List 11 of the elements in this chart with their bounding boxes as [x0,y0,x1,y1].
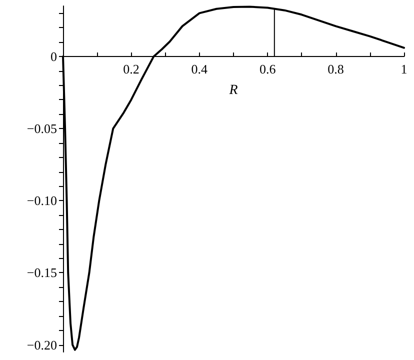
x-tick-label: 1 [400,61,408,76]
x-tick-label: 0.8 [328,61,344,76]
x-tick-label: 0.4 [191,61,208,76]
y-tick-label: −0.10 [26,193,57,208]
y-tick-label: −0.05 [26,121,57,136]
y-tick-label: −0.20 [26,337,57,352]
y-tick-label: −0.15 [26,265,57,280]
x-tick-label: 0.6 [259,61,276,76]
x-axis-title: R [228,82,238,98]
y-tick-label: 0 [50,48,57,64]
x-tick-label: 0.2 [123,61,140,76]
